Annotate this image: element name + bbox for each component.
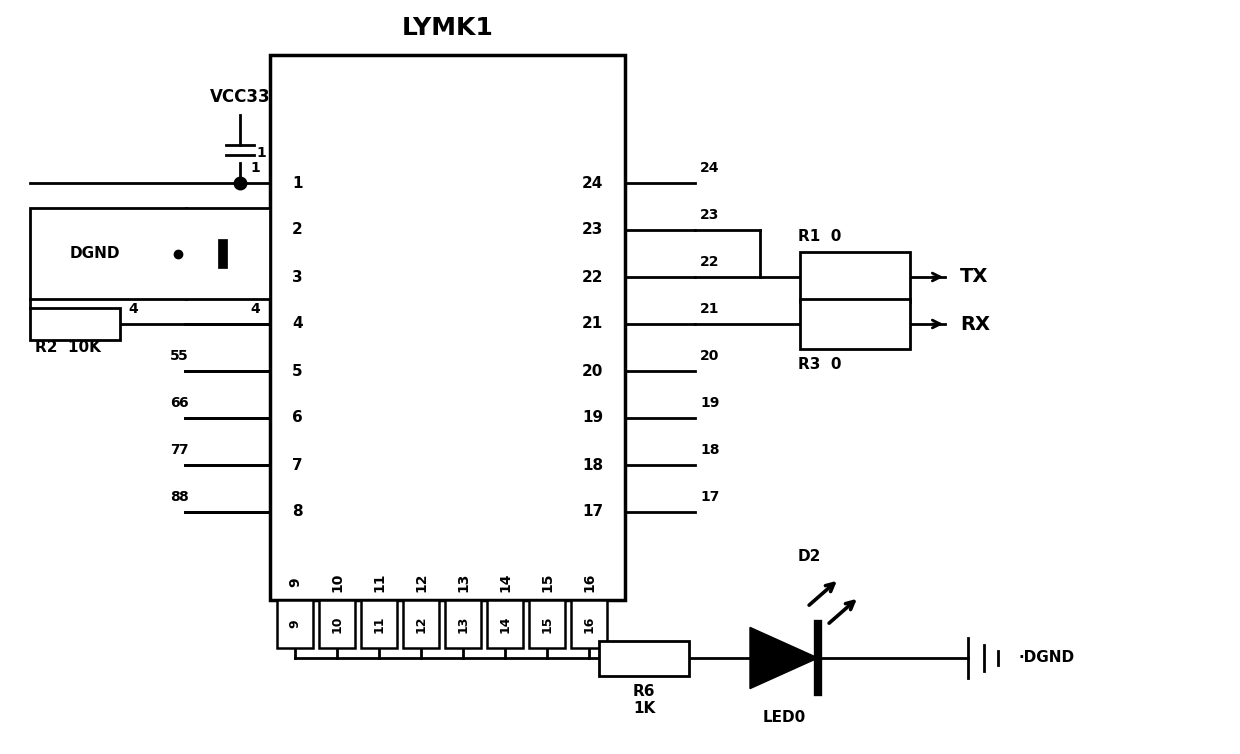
Text: 1: 1 [255,146,265,160]
Text: 17: 17 [582,504,603,520]
Text: 19: 19 [582,410,603,425]
Text: R2  10K: R2 10K [35,341,100,355]
Polygon shape [750,627,818,688]
Bar [445,600,481,648]
Bar [277,600,312,648]
Text: 23: 23 [701,208,719,222]
Bar [319,600,355,648]
Text: 18: 18 [701,443,719,457]
Text: 13: 13 [456,572,470,592]
Text: 12: 12 [414,615,428,633]
Text: 24: 24 [701,161,719,175]
Text: 17: 17 [701,490,719,504]
Text: D2: D2 [797,549,821,564]
Text: 14: 14 [498,572,512,592]
Text: 5: 5 [291,363,303,379]
Text: 9: 9 [289,620,301,628]
Bar [487,600,523,648]
Text: 12: 12 [414,572,428,592]
Text: LYMK1: LYMK1 [402,16,494,40]
Text: 8: 8 [170,490,180,504]
Text: 20: 20 [582,363,603,379]
Text: R1  0: R1 0 [799,229,842,244]
Text: 21: 21 [582,317,603,332]
Text: 6: 6 [179,396,187,410]
Text: 11: 11 [372,572,386,592]
Text: 7: 7 [170,443,180,457]
Text: 6: 6 [291,410,303,425]
Text: 15: 15 [539,572,554,592]
Text: 7: 7 [179,443,187,457]
Bar [599,641,689,676]
Text: RX: RX [960,314,990,333]
Text: 3: 3 [250,255,260,269]
Text: 24: 24 [582,176,603,191]
Bar [800,299,910,349]
Text: 4: 4 [291,317,303,332]
Bar [403,600,439,648]
Bar [800,252,910,302]
Text: 20: 20 [701,349,719,363]
Text: 9: 9 [288,578,303,587]
Text: 5: 5 [179,349,188,363]
Text: 1K: 1K [632,701,655,716]
Bar [30,308,120,340]
Text: 16: 16 [582,572,596,592]
Text: TX: TX [960,268,988,287]
Text: R6: R6 [632,684,655,699]
Text: 22: 22 [582,269,603,284]
Text: 1: 1 [291,176,303,191]
Text: 4: 4 [128,302,138,316]
Text: 7: 7 [291,458,303,473]
Bar [570,600,608,648]
Bar [270,55,625,600]
Text: VCC33: VCC33 [210,88,270,106]
Text: 1: 1 [250,161,260,175]
Text: 23: 23 [582,222,603,238]
Text: 15: 15 [541,615,553,633]
Text: 14: 14 [498,615,511,633]
Text: 13: 13 [456,615,470,633]
Text: 6: 6 [170,396,180,410]
Text: R3  0: R3 0 [799,357,842,372]
Text: 3: 3 [291,269,303,284]
Text: LED0: LED0 [763,710,806,725]
Text: 21: 21 [701,302,719,316]
Text: 4: 4 [250,302,260,316]
Text: ·DGND: ·DGND [1018,651,1074,666]
Text: 11: 11 [372,615,386,633]
Text: 8: 8 [291,504,303,520]
Text: 16: 16 [583,615,595,633]
Text: 19: 19 [701,396,719,410]
Text: 18: 18 [582,458,603,473]
Bar [30,208,270,299]
Text: 5: 5 [170,349,180,363]
Text: 8: 8 [179,490,188,504]
Text: 10: 10 [330,572,343,592]
Text: 10: 10 [331,615,343,633]
Text: 2: 2 [291,222,303,238]
Text: 22: 22 [701,255,719,269]
Text: DGND: DGND [69,246,120,261]
Bar [529,600,565,648]
Bar [361,600,397,648]
Text: 2: 2 [250,208,260,222]
